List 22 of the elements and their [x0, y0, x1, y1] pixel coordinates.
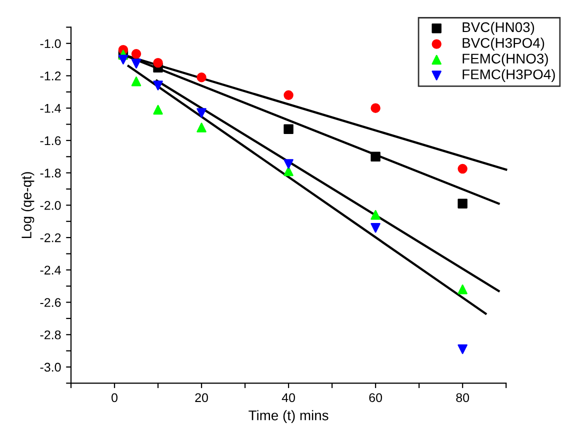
y-tick-label: -2.0: [40, 201, 61, 210]
x-tick-label: 40: [282, 393, 296, 402]
y-tick-label: -2.2: [40, 233, 61, 242]
y-tick-label: -2.4: [40, 266, 61, 274]
x-tick-label: 0: [112, 393, 118, 402]
y-tick-label: -3.0: [40, 362, 61, 372]
legend-label: FEMC(H3PO4): [462, 69, 555, 82]
x-tick-label: 60: [369, 393, 382, 402]
y-tick-label: -1.2: [40, 72, 61, 80]
legend-label: BVC(HN03): [462, 22, 534, 35]
y-tick-label: -2.6: [40, 298, 61, 307]
legend-label: FEMC(HNO3): [462, 53, 548, 66]
y-tick-label: -1.6: [40, 136, 61, 146]
y-tick-label: -1.4: [40, 104, 61, 113]
x-tick-label: 20: [195, 393, 208, 402]
y-axis-title: Log (qe-qt): [21, 172, 34, 238]
x-axis-title: Time (t) mins: [248, 410, 328, 424]
y-tick-label: -2.8: [40, 330, 61, 340]
y-tick-label: -1.0: [40, 39, 61, 48]
x-tick-label: 80: [456, 393, 470, 402]
legend-label: BVC(H3PO4): [462, 38, 544, 51]
y-tick-label: -1.8: [40, 168, 61, 178]
